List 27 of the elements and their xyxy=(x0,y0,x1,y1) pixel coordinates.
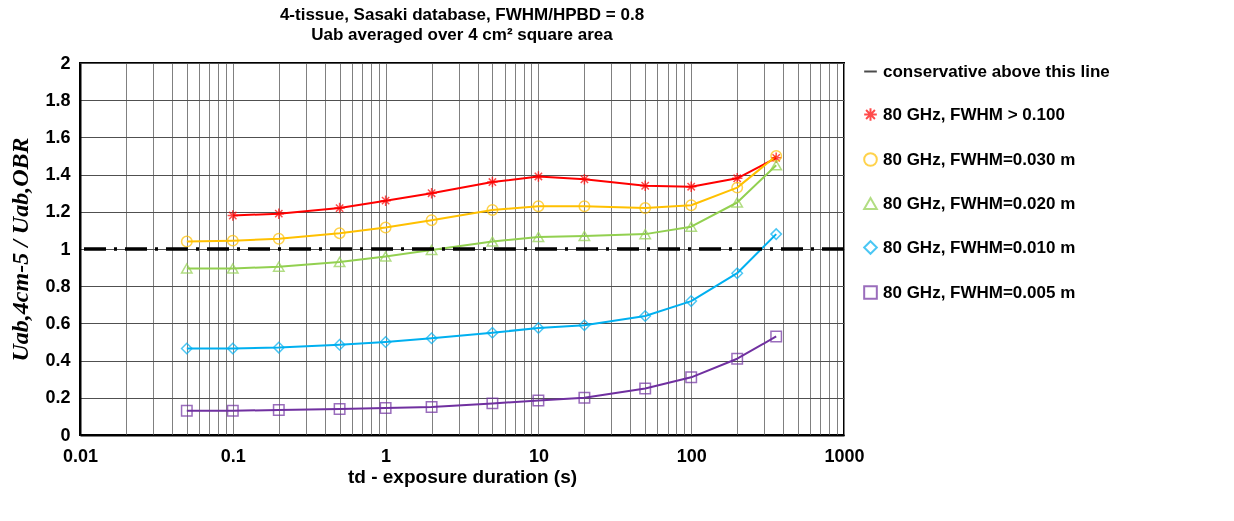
x-axis-title: td - exposure duration (s) xyxy=(347,465,578,487)
y-tick-label: 1.4 xyxy=(45,164,71,185)
x-tick-label: 1000 xyxy=(824,445,865,466)
legend-label: 80 GHz, FWHM=0.005 m xyxy=(883,282,1076,302)
y-tick-label: 0.6 xyxy=(45,312,71,333)
y-axis-title: Uab,4cm-5 / Uab,OBR xyxy=(7,137,34,362)
y-tick-label: 0.2 xyxy=(45,387,71,408)
y-tick-label: 1.2 xyxy=(45,201,71,222)
x-tick-label: 100 xyxy=(676,445,707,466)
legend-label: 80 GHz, FWHM > 0.100 xyxy=(883,104,1065,124)
x-tick-label: 10 xyxy=(528,445,549,466)
y-tick-label: 0.4 xyxy=(45,350,71,371)
y-tick-label: 0.8 xyxy=(45,275,71,296)
y-tick-label: 1.8 xyxy=(45,89,71,110)
legend-label: 80 GHz, FWHM=0.010 m xyxy=(883,237,1076,257)
x-tick-label: 0.1 xyxy=(220,445,246,466)
chart-subtitle: Uab averaged over 4 cm² square area xyxy=(311,25,614,44)
legend-label: conservative above this line xyxy=(883,61,1110,81)
y-tick-label: 0 xyxy=(60,424,71,445)
chart-title: 4-tissue, Sasaki database, FWHM/HPBD = 0.8 xyxy=(279,5,645,24)
legend-label: 80 GHz, FWHM=0.020 m xyxy=(883,193,1076,213)
x-tick-label: 1 xyxy=(381,445,392,466)
y-tick-label: 1.6 xyxy=(45,126,71,147)
y-tick-label: 1 xyxy=(60,238,71,259)
y-tick-label: 2 xyxy=(60,52,71,73)
x-tick-label: 0.01 xyxy=(62,445,99,466)
legend-label: 80 GHz, FWHM=0.030 m xyxy=(883,149,1076,169)
